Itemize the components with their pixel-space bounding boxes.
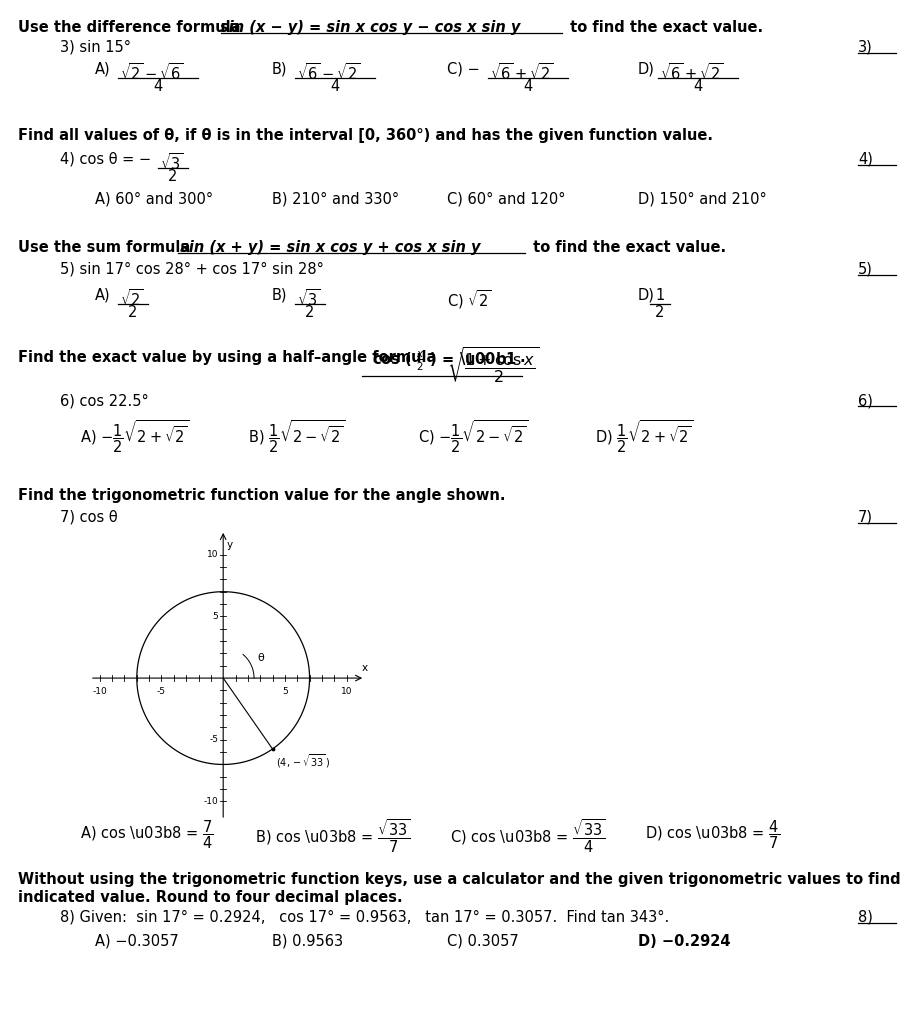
Text: B): B) xyxy=(272,288,287,303)
Text: 5: 5 xyxy=(212,612,218,621)
Text: D) cos \u03b8 = $\dfrac{4}{7}$: D) cos \u03b8 = $\dfrac{4}{7}$ xyxy=(644,818,779,851)
Text: B) cos \u03b8 = $\dfrac{\sqrt{33}}{7}$: B) cos \u03b8 = $\dfrac{\sqrt{33}}{7}$ xyxy=(255,818,410,855)
Text: B) 210° and 330°: B) 210° and 330° xyxy=(272,193,399,207)
Text: to find the exact value.: to find the exact value. xyxy=(564,20,762,35)
Text: 5) sin 17° cos 28° + cos 17° sin 28°: 5) sin 17° cos 28° + cos 17° sin 28° xyxy=(60,262,323,278)
Text: $\sqrt{2} - \sqrt{6}$: $\sqrt{2} - \sqrt{6}$ xyxy=(120,62,183,83)
Text: 8) Given:  sin 17° = 0.2924,   cos 17° = 0.9563,   tan 17° = 0.3057.  Find tan 3: 8) Given: sin 17° = 0.2924, cos 17° = 0.… xyxy=(60,910,668,925)
Text: x: x xyxy=(361,664,368,673)
Text: 10: 10 xyxy=(340,687,352,695)
Text: A) 60° and 300°: A) 60° and 300° xyxy=(95,193,213,207)
Text: C) −: C) − xyxy=(446,62,479,77)
Text: Find all values of θ, if θ is in the interval [0, 360°) and has the given functi: Find all values of θ, if θ is in the int… xyxy=(18,128,712,143)
Text: $\sqrt{6} - \sqrt{2}$: $\sqrt{6} - \sqrt{2}$ xyxy=(297,62,360,83)
Text: Use the difference formula: Use the difference formula xyxy=(18,20,240,35)
Text: 7) cos θ: 7) cos θ xyxy=(60,510,117,525)
Text: 3) sin 15°: 3) sin 15° xyxy=(60,40,131,55)
Text: C) $-\dfrac{1}{2}\sqrt{2-\sqrt{2}}$: C) $-\dfrac{1}{2}\sqrt{2-\sqrt{2}}$ xyxy=(417,418,527,455)
Text: 8): 8) xyxy=(857,910,872,925)
Text: to find the exact value.: to find the exact value. xyxy=(527,240,725,255)
Text: $\sqrt{3}$: $\sqrt{3}$ xyxy=(160,152,183,173)
Text: y: y xyxy=(227,540,233,550)
Text: C) cos \u03b8 = $\dfrac{\sqrt{33}}{4}$: C) cos \u03b8 = $\dfrac{\sqrt{33}}{4}$ xyxy=(450,818,605,855)
Text: C) $\sqrt{2}$: C) $\sqrt{2}$ xyxy=(446,288,491,311)
Text: B) $\dfrac{1}{2}\sqrt{2-\sqrt{2}}$: B) $\dfrac{1}{2}\sqrt{2-\sqrt{2}}$ xyxy=(247,418,345,455)
Text: $\sqrt{3}$: $\sqrt{3}$ xyxy=(297,288,321,309)
Text: -5: -5 xyxy=(209,735,218,744)
Text: -5: -5 xyxy=(157,687,166,695)
Text: 7): 7) xyxy=(857,510,872,525)
Text: A) $-\dfrac{1}{2}\sqrt{2+\sqrt{2}}$: A) $-\dfrac{1}{2}\sqrt{2+\sqrt{2}}$ xyxy=(79,418,190,455)
Text: -10: -10 xyxy=(92,687,107,695)
Text: indicated value. Round to four decimal places.: indicated value. Round to four decimal p… xyxy=(18,890,402,905)
Text: D) 150° and 210°: D) 150° and 210° xyxy=(638,193,766,207)
Text: A) cos \u03b8 = $\dfrac{7}{4}$: A) cos \u03b8 = $\dfrac{7}{4}$ xyxy=(79,818,214,851)
Text: θ: θ xyxy=(257,653,265,664)
Text: 1: 1 xyxy=(655,288,664,303)
Text: Find the exact value by using a half–angle formula: Find the exact value by using a half–ang… xyxy=(18,350,436,365)
Text: C) 60° and 120°: C) 60° and 120° xyxy=(446,193,565,207)
Text: A): A) xyxy=(95,62,110,77)
Text: $\sqrt{2}$: $\sqrt{2}$ xyxy=(120,288,144,309)
Text: 2: 2 xyxy=(168,169,178,184)
Text: Without using the trigonometric function keys, use a calculator and the given tr: Without using the trigonometric function… xyxy=(18,872,903,887)
Text: 2: 2 xyxy=(305,305,314,319)
Text: 4: 4 xyxy=(330,79,340,94)
Text: B): B) xyxy=(272,62,287,77)
Text: 3): 3) xyxy=(857,40,871,55)
Text: sin (x + y) = sin x cos y + cos x sin y: sin (x + y) = sin x cos y + cos x sin y xyxy=(175,240,480,255)
Text: 6) cos 22.5°: 6) cos 22.5° xyxy=(60,393,149,408)
Text: 4: 4 xyxy=(154,79,163,94)
Text: 4: 4 xyxy=(523,79,532,94)
Text: Use the sum formula: Use the sum formula xyxy=(18,240,190,255)
Text: 2: 2 xyxy=(128,305,137,319)
Text: C) 0.3057: C) 0.3057 xyxy=(446,934,518,949)
Text: $\sqrt{6} + \sqrt{2}$: $\sqrt{6} + \sqrt{2}$ xyxy=(489,62,553,83)
Text: $\sqrt{6} + \sqrt{2}$: $\sqrt{6} + \sqrt{2}$ xyxy=(659,62,722,83)
Text: 10: 10 xyxy=(207,550,218,559)
Text: sin (x − y) = sin x cos y − cos x sin y: sin (x − y) = sin x cos y − cos x sin y xyxy=(219,20,520,35)
Text: 6): 6) xyxy=(857,393,872,408)
Text: 4: 4 xyxy=(693,79,702,94)
Text: 4) cos θ = −: 4) cos θ = − xyxy=(60,152,151,167)
Text: 2: 2 xyxy=(655,305,664,319)
Text: Find the trigonometric function value for the angle shown.: Find the trigonometric function value fo… xyxy=(18,488,505,503)
Text: -10: -10 xyxy=(203,797,218,806)
Text: $(4,-\sqrt{33}\,)$: $(4,-\sqrt{33}\,)$ xyxy=(276,753,330,770)
Text: D) $\dfrac{1}{2}\sqrt{2+\sqrt{2}}$: D) $\dfrac{1}{2}\sqrt{2+\sqrt{2}}$ xyxy=(594,418,693,455)
Text: A) −0.3057: A) −0.3057 xyxy=(95,934,179,949)
Text: .: . xyxy=(519,350,525,365)
Text: D) −0.2924: D) −0.2924 xyxy=(638,934,730,949)
Text: D): D) xyxy=(638,62,654,77)
Text: cos ( $\frac{\mathit{x}}{2}$ ) = \u00b1: cos ( $\frac{\mathit{x}}{2}$ ) = \u00b1 xyxy=(361,350,517,374)
Text: 5: 5 xyxy=(282,687,287,695)
Text: B) 0.9563: B) 0.9563 xyxy=(272,934,343,949)
Text: A): A) xyxy=(95,288,110,303)
Text: D): D) xyxy=(638,288,654,303)
Text: $\sqrt{\dfrac{1 + \cos x}{2}}$: $\sqrt{\dfrac{1 + \cos x}{2}}$ xyxy=(446,346,538,386)
Text: 5): 5) xyxy=(857,262,872,278)
Text: 4): 4) xyxy=(857,152,872,167)
